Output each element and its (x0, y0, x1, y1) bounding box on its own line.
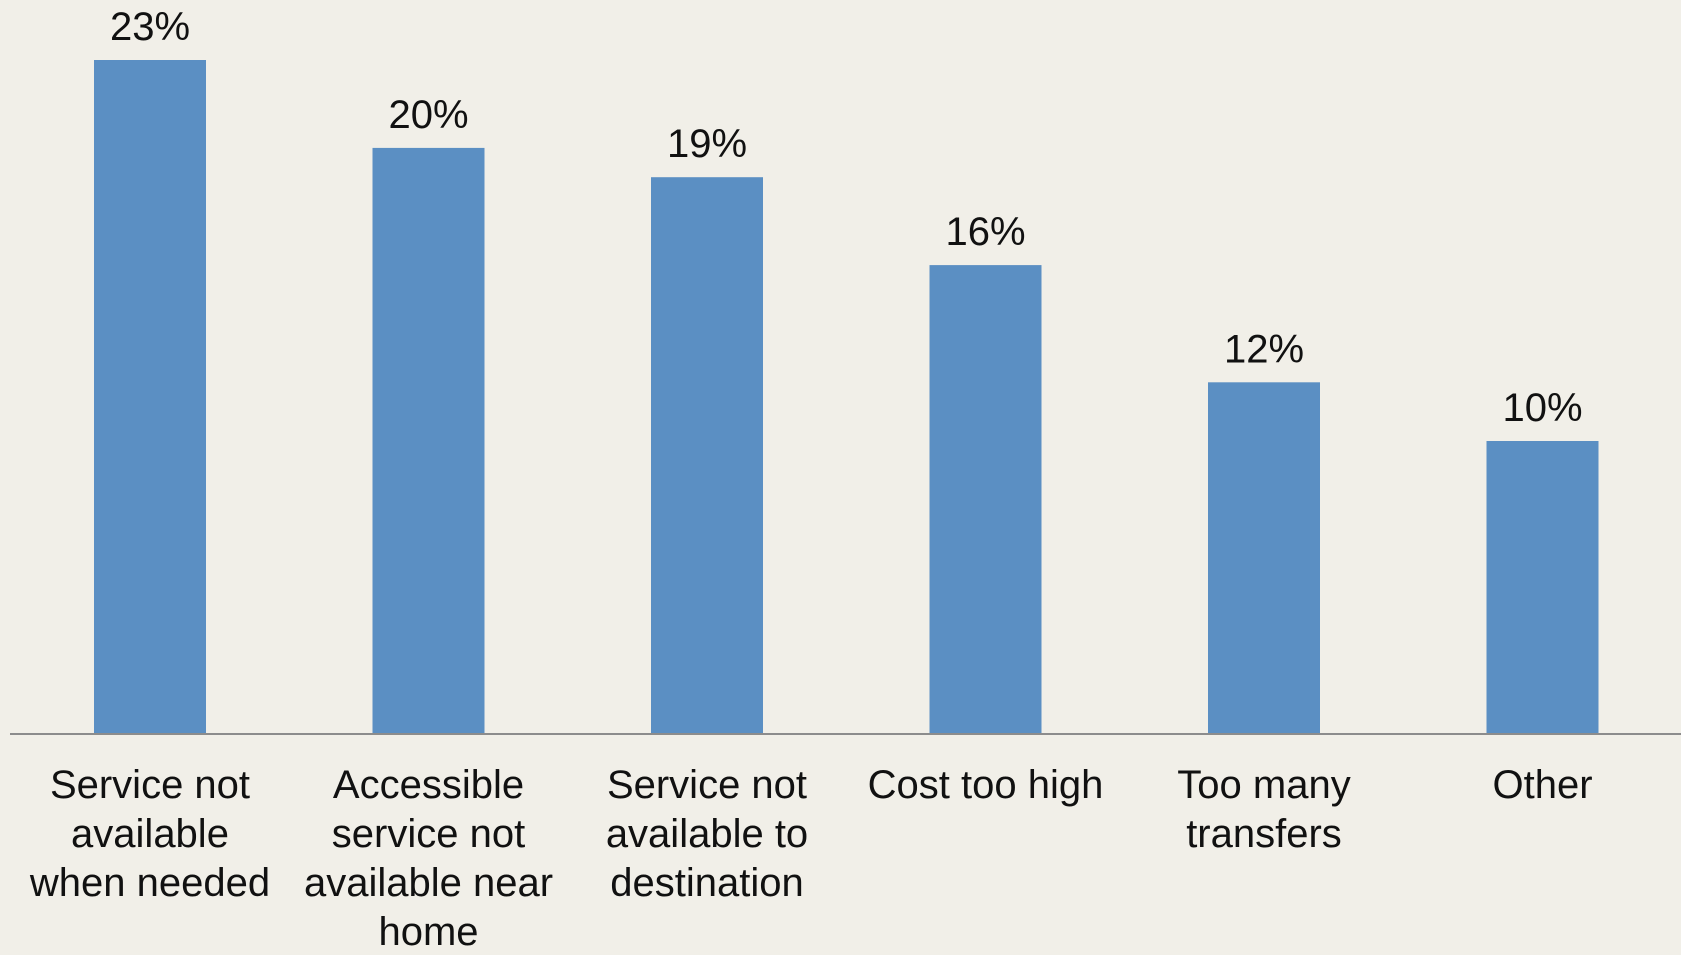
category-label-2: Accessible service not available near home (304, 763, 553, 950)
category-label-line: Accessible (333, 763, 524, 807)
category-label-line: Service not (50, 763, 250, 807)
bar-5 (1208, 382, 1320, 734)
category-label-line: Too many (1177, 763, 1350, 807)
category-label-line: destination (610, 861, 803, 905)
category-label-line: Service not (607, 763, 807, 807)
value-labels-group: 23% 20% 19% 16% 12% 10% (110, 5, 1583, 430)
category-labels-group: Service not available when needed Accessibl… (29, 763, 1593, 954)
value-label-5: 12% (1224, 327, 1304, 371)
value-label-6: 10% (1502, 386, 1582, 430)
bars-group (94, 60, 1599, 734)
value-label-1: 23% (110, 5, 190, 49)
category-label-line: when needed (29, 861, 270, 905)
category-label-1: Service not available when needed (29, 763, 270, 905)
category-label-line: home (378, 910, 478, 950)
category-label-3: Service not available to destination (606, 763, 808, 905)
category-label-line: available to (606, 812, 808, 856)
category-label-4: Cost too high (868, 763, 1104, 807)
value-label-2: 20% (388, 93, 468, 137)
bar-4 (929, 265, 1042, 734)
category-label-line: service not (332, 812, 525, 856)
value-label-3: 19% (667, 122, 747, 166)
category-label-5: Too many transfers (1177, 763, 1350, 856)
bar-1 (94, 60, 206, 734)
bar-6 (1486, 441, 1599, 734)
category-label-line: Cost too high (868, 763, 1104, 807)
category-label-line: available near (304, 861, 553, 905)
category-label-line: available (71, 812, 229, 856)
category-label-line: transfers (1186, 812, 1342, 856)
category-label-line: Other (1492, 763, 1592, 807)
bar-3 (651, 177, 763, 734)
bar-2 (372, 147, 485, 734)
category-label-6: Other (1492, 763, 1592, 807)
value-label-4: 16% (945, 210, 1025, 254)
